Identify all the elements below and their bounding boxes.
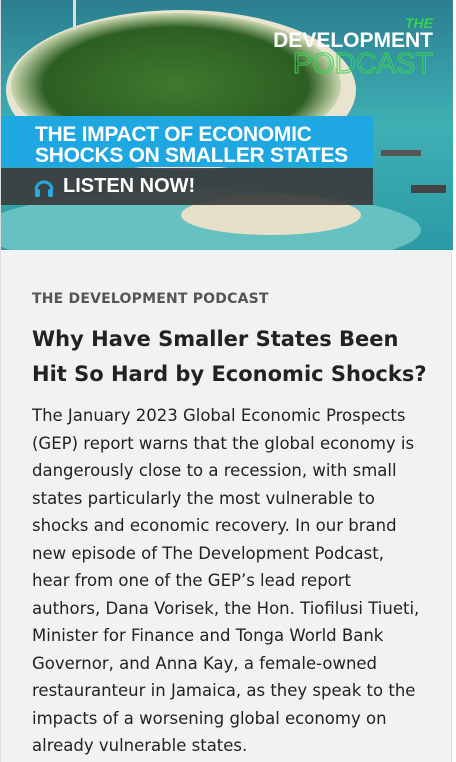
article-title[interactable]: Why Have Smaller States Been Hit So Hard…	[32, 327, 427, 386]
headline-banner: THE IMPACT OF ECONOMIC SHOCKS ON SMALLER…	[1, 116, 373, 167]
brand-middle: DEVELOPMENT	[273, 29, 433, 52]
article-body: The January 2023 Global Economic Prospec…	[32, 406, 420, 755]
kicker: THE DEVELOPMENT PODCAST	[32, 291, 269, 307]
headphones-icon	[34, 180, 54, 197]
cta-label: LISTEN NOW!	[63, 175, 196, 197]
headline-line: THE IMPACT OF ECONOMIC	[35, 123, 312, 146]
brand-bottom: PODCAST	[292, 48, 433, 80]
hero-image[interactable]: THE DEVELOPMENT PODCAST THE IMPACT OF EC…	[1, 0, 453, 250]
brand-top: THE	[405, 15, 433, 31]
listen-button[interactable]: LISTEN NOW!	[1, 168, 373, 205]
headline-line: SHOCKS ON SMALLER STATES	[35, 144, 348, 167]
